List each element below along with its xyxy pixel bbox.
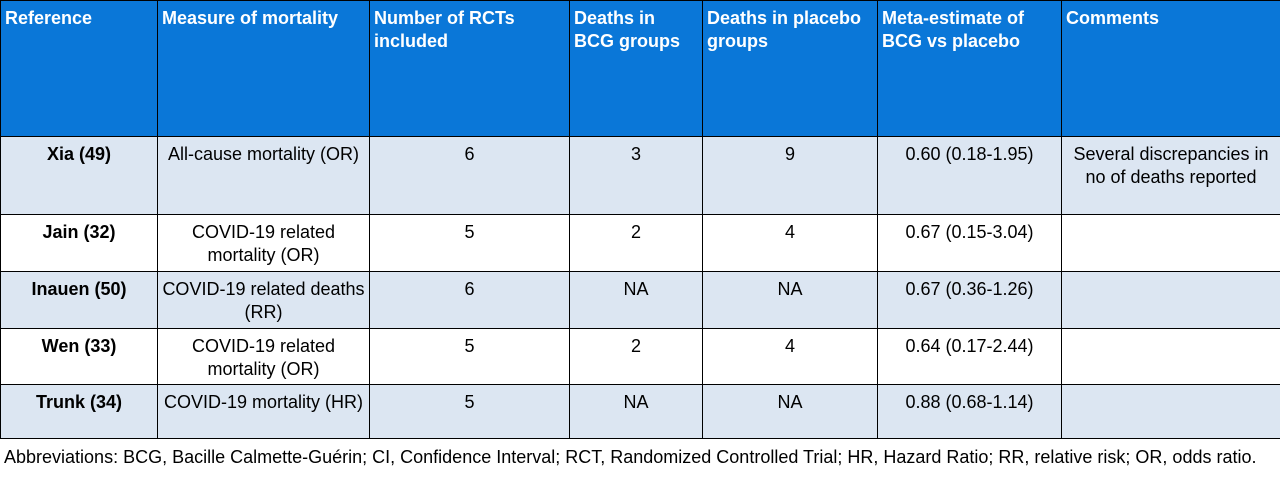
cell-measure: COVID-19 related mortality (OR): [157, 214, 370, 272]
cell-deaths-placebo: 4: [702, 214, 878, 272]
header-measure-of-mortality: Measure of mortality: [157, 0, 370, 137]
cell-reference: Xia (49): [0, 136, 158, 215]
header-comments: Comments: [1061, 0, 1280, 137]
header-meta-estimate: Meta-estimate of BCG vs placebo: [877, 0, 1062, 137]
table-row: Inauen (50) COVID-19 related deaths (RR)…: [0, 271, 1280, 329]
cell-estimate: 0.67 (0.36-1.26): [877, 271, 1062, 329]
table-row: Wen (33) COVID-19 related mortality (OR)…: [0, 328, 1280, 385]
cell-rcts: 5: [369, 214, 570, 272]
table-row: Trunk (34) COVID-19 mortality (HR) 5 NA …: [0, 384, 1280, 439]
cell-estimate: 0.67 (0.15-3.04): [877, 214, 1062, 272]
cell-deaths-bcg: 3: [569, 136, 703, 215]
table-header: Reference Measure of mortality Number of…: [0, 0, 1280, 137]
cell-comments: Several discrepancies in no of deaths re…: [1061, 136, 1280, 215]
cell-deaths-bcg: NA: [569, 271, 703, 329]
cell-reference: Trunk (34): [0, 384, 158, 439]
mortality-meta-analysis-table: Reference Measure of mortality Number of…: [0, 0, 1280, 439]
cell-comments: [1061, 271, 1280, 329]
header-number-of-rcts: Number of RCTs included: [369, 0, 570, 137]
cell-rcts: 6: [369, 136, 570, 215]
cell-measure: COVID-19 mortality (HR): [157, 384, 370, 439]
cell-measure: COVID-19 related mortality (OR): [157, 328, 370, 385]
cell-deaths-bcg: 2: [569, 214, 703, 272]
cell-deaths-bcg: NA: [569, 384, 703, 439]
cell-estimate: 0.64 (0.17-2.44): [877, 328, 1062, 385]
cell-comments: [1061, 328, 1280, 385]
cell-reference: Jain (32): [0, 214, 158, 272]
cell-comments: [1061, 384, 1280, 439]
cell-rcts: 5: [369, 328, 570, 385]
cell-deaths-placebo: 4: [702, 328, 878, 385]
cell-reference: Wen (33): [0, 328, 158, 385]
cell-measure: All-cause mortality (OR): [157, 136, 370, 215]
table-body: Xia (49) All-cause mortality (OR) 6 3 9 …: [0, 136, 1280, 439]
cell-deaths-bcg: 2: [569, 328, 703, 385]
cell-rcts: 6: [369, 271, 570, 329]
header-deaths-placebo: Deaths in placebo groups: [702, 0, 878, 137]
header-row: Reference Measure of mortality Number of…: [0, 0, 1280, 137]
cell-deaths-placebo: NA: [702, 384, 878, 439]
cell-rcts: 5: [369, 384, 570, 439]
cell-reference: Inauen (50): [0, 271, 158, 329]
table-row: Xia (49) All-cause mortality (OR) 6 3 9 …: [0, 136, 1280, 215]
header-deaths-bcg: Deaths in BCG groups: [569, 0, 703, 137]
cell-comments: [1061, 214, 1280, 272]
cell-measure: COVID-19 related deaths (RR): [157, 271, 370, 329]
cell-estimate: 0.60 (0.18-1.95): [877, 136, 1062, 215]
header-reference: Reference: [0, 0, 158, 137]
abbreviations-footnote: Abbreviations: BCG, Bacille Calmette-Gué…: [4, 447, 1257, 467]
cell-deaths-placebo: NA: [702, 271, 878, 329]
cell-deaths-placebo: 9: [702, 136, 878, 215]
cell-estimate: 0.88 (0.68-1.14): [877, 384, 1062, 439]
table-row: Jain (32) COVID-19 related mortality (OR…: [0, 214, 1280, 272]
